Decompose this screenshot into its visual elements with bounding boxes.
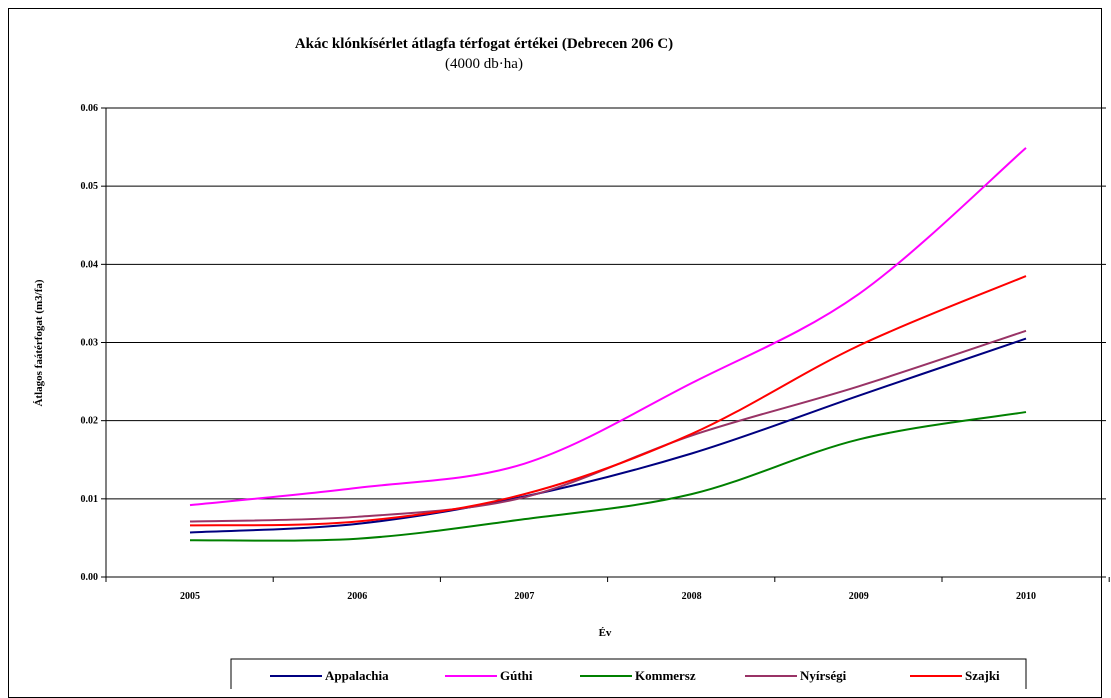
y-tick-label: 0.01	[81, 494, 99, 505]
x-tick-label: 2006	[347, 591, 367, 602]
legend-label: Nyírségi	[800, 668, 847, 683]
legend-box	[230, 658, 1027, 689]
series-line-kommersz	[189, 411, 1027, 542]
series-line-appalachia	[189, 337, 1027, 534]
x-tick-label: 2010	[1016, 591, 1036, 602]
x-tick-label: 2009	[849, 591, 869, 602]
legend: Appalachia Gúthi Kommersz Nyírségi Szajki	[230, 658, 1027, 689]
y-tick-label: 0.06	[81, 103, 99, 114]
series-line-gúthi	[189, 147, 1027, 507]
chart-subtitle: (4000 db·ha)	[445, 56, 523, 72]
x-tick-label: 2005	[180, 591, 200, 602]
legend-label: Szajki	[965, 668, 1000, 683]
x-axis-label: Év	[599, 627, 612, 639]
y-tick-label: 0.03	[81, 338, 99, 349]
series-lines	[189, 147, 1027, 542]
x-axis-ticks: 2005 2006 2007 2008 2009 2010	[105, 577, 1110, 602]
y-tick-label: 0.02	[81, 416, 99, 427]
gridlines	[105, 107, 1106, 578]
y-axis-label: Átlagos faátérfogat (m3/fa)	[33, 279, 45, 406]
legend-label: Kommersz	[635, 668, 696, 683]
legend-label: Gúthi	[500, 668, 533, 683]
legend-label: Appalachia	[325, 668, 389, 683]
y-tick-label: 0.04	[81, 259, 99, 270]
y-tick-label: 0.05	[81, 181, 99, 192]
chart-title: Akác klónkísérlet átlagfa térfogat érték…	[295, 36, 673, 52]
y-axis-ticks: 0.00 0.01 0.02 0.03 0.04 0.05 0.06	[81, 103, 106, 583]
series-line-szajki	[189, 275, 1027, 527]
x-tick-label: 2007	[514, 591, 534, 602]
x-tick-label: 2008	[682, 591, 702, 602]
y-tick-label: 0.00	[81, 572, 99, 583]
chart-frame	[8, 8, 1102, 698]
